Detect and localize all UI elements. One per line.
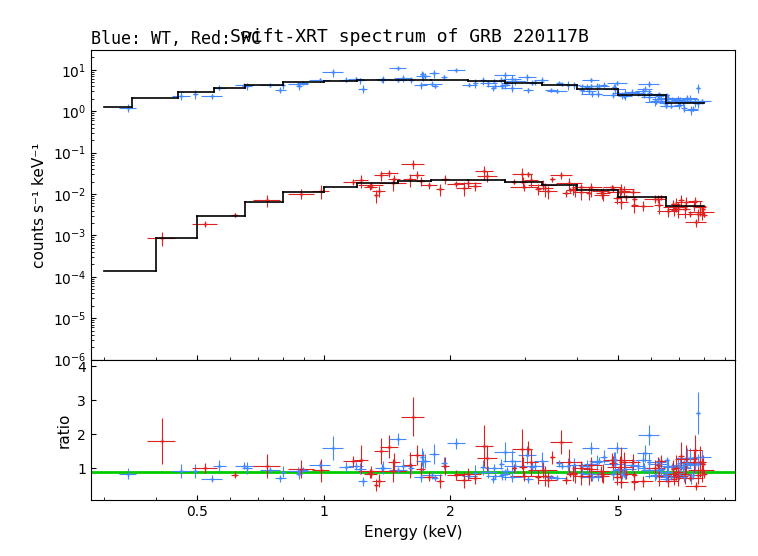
X-axis label: Energy (keV): Energy (keV) (364, 525, 462, 540)
Y-axis label: ratio: ratio (57, 413, 72, 448)
Y-axis label: counts s⁻¹ keV⁻¹: counts s⁻¹ keV⁻¹ (32, 142, 47, 267)
Text: Blue: WT, Red: PC: Blue: WT, Red: PC (91, 31, 261, 48)
Text: Swift-XRT spectrum of GRB 220117B: Swift-XRT spectrum of GRB 220117B (230, 28, 589, 46)
